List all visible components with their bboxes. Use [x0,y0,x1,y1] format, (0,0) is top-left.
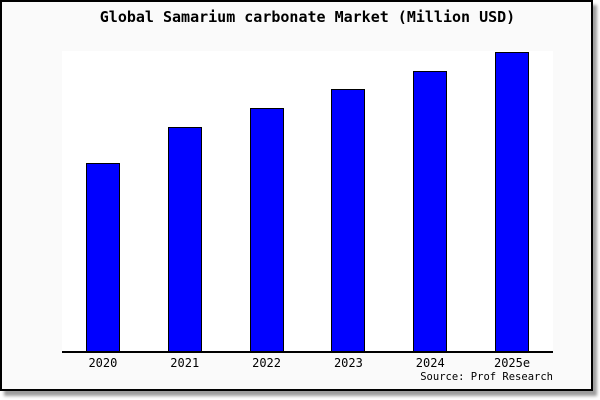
bar-slot-2022 [226,51,308,351]
x-tick-label-2022: 2022 [252,356,282,370]
bar-slot-2020 [62,51,144,351]
bar-2024 [413,71,448,351]
bar-slot-2024 [389,51,471,351]
x-tick-label-2023: 2023 [333,356,363,370]
chart-frame: Global Samarium carbonate Market (Millio… [0,0,593,391]
x-tick-label-2024: 2024 [415,356,445,370]
x-tick-label-2020: 2020 [88,356,118,370]
bar-2022 [249,108,284,351]
bar-2025e [495,52,530,351]
chart-title: Global Samarium carbonate Market (Millio… [99,8,516,26]
bar-2021 [167,127,202,351]
x-tick-label-2021: 2021 [170,356,200,370]
x-tick-label-2025e: 2025e [493,356,531,370]
x-axis-tick-labels: 2020 2021 2022 2023 2024 2025e [62,356,553,370]
bar-2020 [85,163,120,351]
bar-slot-2023 [307,51,389,351]
bars-container [62,51,553,351]
plot-area [62,51,553,353]
bar-slot-2021 [144,51,226,351]
bar-2023 [331,89,366,351]
source-label: Source: Prof Research [420,371,553,383]
bar-slot-2025e [471,51,553,351]
